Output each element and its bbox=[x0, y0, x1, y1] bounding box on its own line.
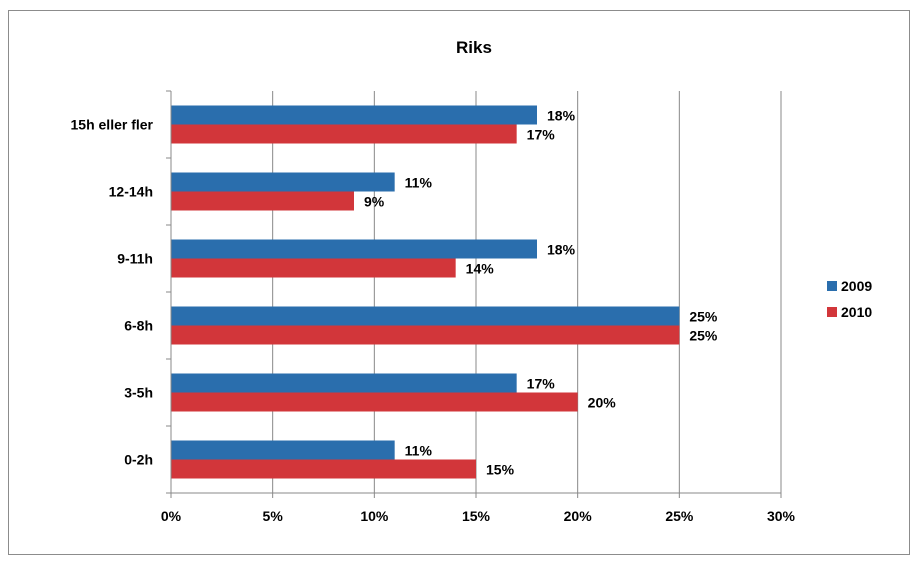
legend-label: 2010 bbox=[841, 304, 872, 320]
bar-2010 bbox=[171, 459, 476, 479]
category-label: 15h eller fler bbox=[71, 117, 154, 133]
legend-swatch bbox=[827, 307, 837, 317]
bar-2010 bbox=[171, 392, 578, 412]
x-tick-label: 10% bbox=[360, 508, 389, 524]
bar-2009 bbox=[171, 440, 395, 460]
data-labels: 18% 17% 11% 9% 18% 14% 25% 25% 17% 20% 11% 15% bbox=[364, 108, 718, 478]
data-label: 15% bbox=[486, 462, 515, 478]
bar-2010 bbox=[171, 325, 680, 345]
bar-2009 bbox=[171, 105, 537, 125]
data-label: 25% bbox=[689, 309, 718, 325]
data-label: 18% bbox=[547, 242, 576, 258]
data-label: 11% bbox=[405, 175, 433, 191]
x-tick-label: 0% bbox=[161, 508, 182, 524]
legend-label: 2009 bbox=[841, 278, 872, 294]
category-label: 0-2h bbox=[124, 452, 153, 468]
bar-2010 bbox=[171, 124, 517, 144]
bar-2010 bbox=[171, 258, 456, 278]
x-tick-label: 5% bbox=[263, 508, 284, 524]
data-label: 17% bbox=[527, 127, 556, 143]
data-label: 17% bbox=[527, 376, 556, 392]
bar-2009 bbox=[171, 306, 680, 326]
chart-frame: Riks 0% 5% 10% 15% 20% 25% 30% 15h eller fler 12… bbox=[8, 10, 910, 555]
x-tick-label: 25% bbox=[665, 508, 694, 524]
bar-2009 bbox=[171, 239, 537, 259]
data-label: 20% bbox=[588, 395, 617, 411]
bars bbox=[171, 105, 680, 479]
x-tick-label: 20% bbox=[564, 508, 593, 524]
data-label: 25% bbox=[689, 328, 718, 344]
axes: 0% 5% 10% 15% 20% 25% 30% 15h eller fler 12-14h 9… bbox=[71, 90, 796, 524]
data-label: 18% bbox=[547, 108, 576, 124]
x-tick-label: 15% bbox=[462, 508, 491, 524]
legend: 2009 2010 bbox=[827, 278, 872, 320]
bar-2010 bbox=[171, 191, 354, 211]
category-label: 6-8h bbox=[124, 318, 153, 334]
category-label: 12-14h bbox=[109, 184, 153, 200]
gridlines bbox=[272, 91, 782, 493]
data-label: 14% bbox=[466, 261, 495, 277]
category-label: 3-5h bbox=[124, 385, 153, 401]
chart-title: Riks bbox=[456, 38, 492, 57]
legend-swatch bbox=[827, 281, 837, 291]
bar-chart: Riks 0% 5% 10% 15% 20% 25% 30% 15h eller fler 12… bbox=[71, 38, 873, 524]
data-label: 9% bbox=[364, 194, 385, 210]
bar-2009 bbox=[171, 373, 517, 393]
x-tick-label: 30% bbox=[767, 508, 796, 524]
category-label: 9-11h bbox=[117, 251, 153, 267]
bar-2009 bbox=[171, 172, 395, 192]
data-label: 11% bbox=[405, 443, 433, 459]
